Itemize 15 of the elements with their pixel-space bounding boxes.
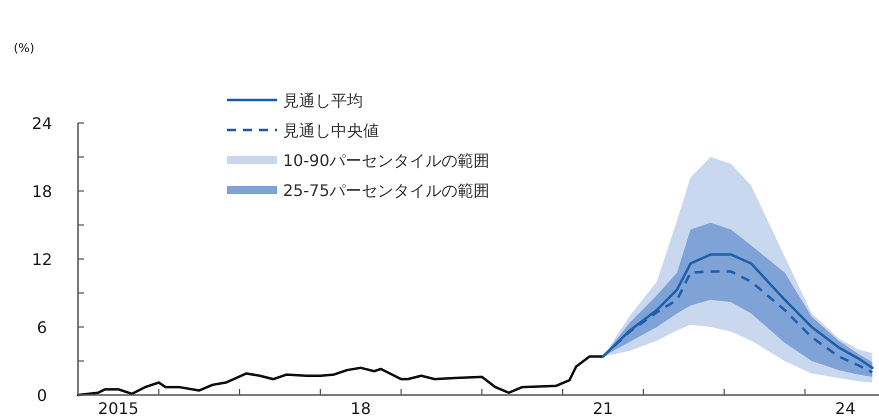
legend-label: 見通し平均 [283, 91, 363, 110]
y-tick-label: 6 [36, 318, 48, 337]
y-tick-label: 0 [36, 386, 48, 405]
line-series [76, 355, 604, 396]
legend-label: 25-75パーセンタイルの範囲 [283, 181, 490, 200]
y-tick-label: 24 [32, 114, 52, 133]
legend-label: 10-90パーセンタイルの範囲 [283, 151, 490, 170]
x-tick-label: 24 [835, 399, 856, 418]
x-tick-label: 18 [350, 399, 371, 418]
x-tick-label: 2015 [98, 399, 139, 418]
y-axis-title: (%) [14, 41, 34, 55]
y-tick-label: 18 [32, 182, 52, 201]
legend-label: 見通し中央値 [283, 121, 379, 140]
x-tick-label: 21 [592, 399, 614, 418]
y-tick-label: 12 [32, 250, 52, 269]
